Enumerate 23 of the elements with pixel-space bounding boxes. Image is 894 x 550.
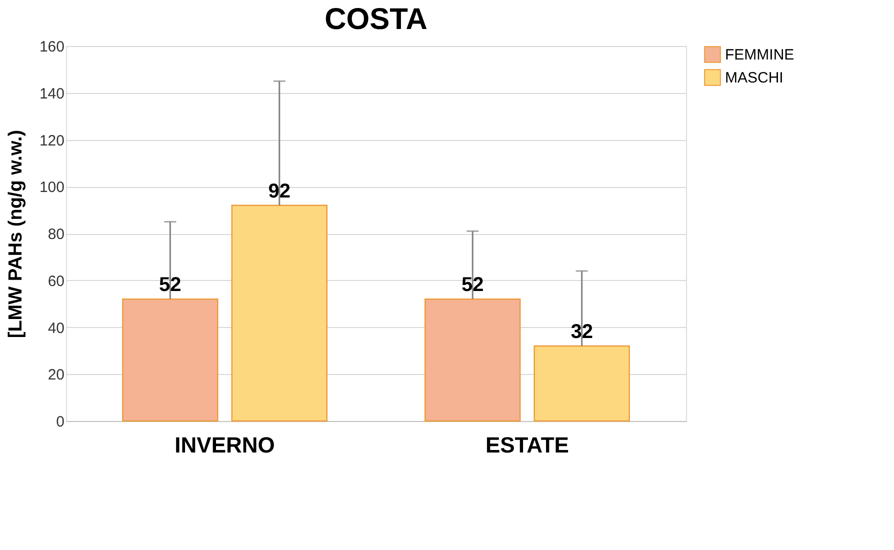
y-tick-label: 0: [56, 414, 64, 430]
y-tick-label: 140: [39, 85, 64, 102]
y-tick-label: 160: [39, 38, 64, 56]
data-label: 32: [570, 321, 593, 343]
bar: [424, 298, 521, 422]
y-axis-title: [LMW PAHs (ng/g w.w.): [5, 130, 26, 338]
y-tick-label: 120: [39, 132, 64, 150]
bar: [534, 345, 630, 422]
legend-label: MASCHI: [725, 70, 784, 86]
chart-title: COSTA: [324, 3, 428, 36]
data-label: 52: [159, 274, 182, 296]
y-tick-label: 20: [48, 366, 64, 384]
bar: [231, 204, 328, 422]
y-tick-label: 40: [48, 320, 64, 337]
legend-label: FEMMINE: [725, 46, 794, 64]
y-tick-label: 80: [48, 226, 64, 243]
x-tick-label: ESTATE: [485, 432, 569, 458]
data-label: 52: [461, 274, 484, 296]
y-tick-label: 100: [39, 179, 64, 196]
data-label: 92: [268, 180, 291, 202]
y-tick-label: 60: [48, 272, 64, 290]
bar: [122, 298, 218, 422]
x-tick-label: INVERNO: [174, 432, 275, 458]
